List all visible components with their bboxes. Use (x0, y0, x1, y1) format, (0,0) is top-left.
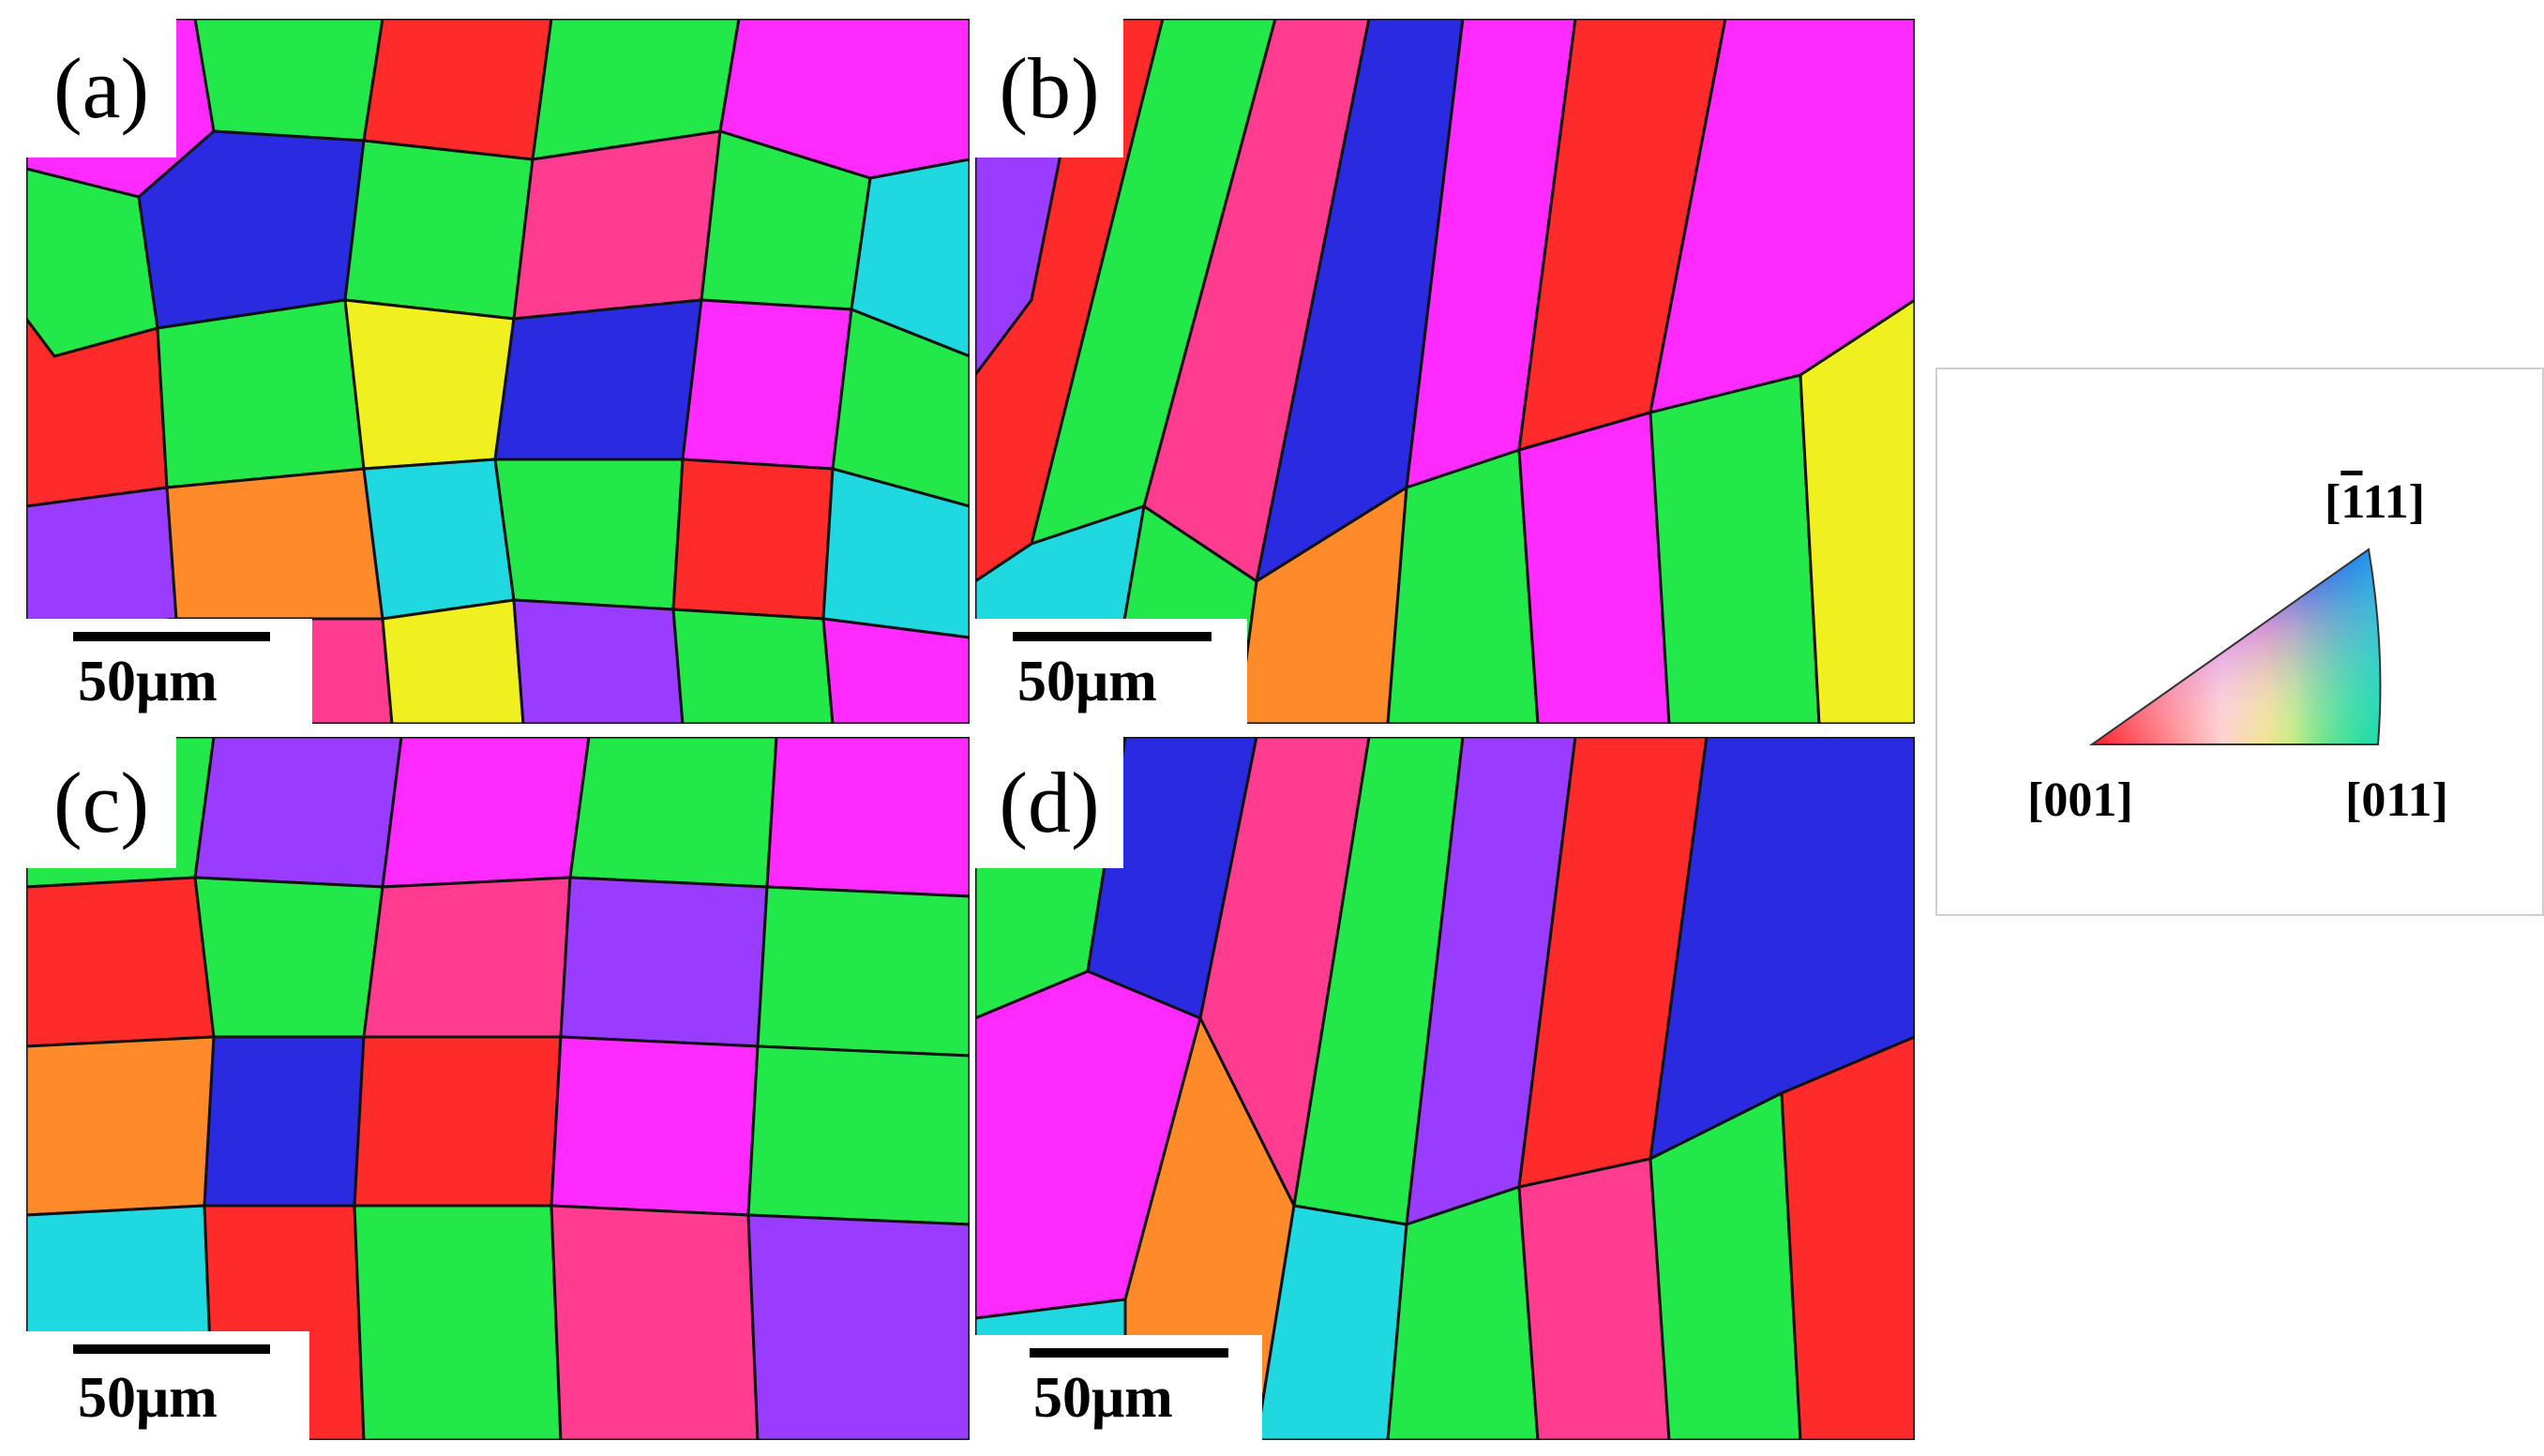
ipf-label-001: [001] (2027, 773, 2133, 827)
panel-label-box-c: (c) (26, 737, 176, 868)
ebsd-map-panel-d: (d) 50μm (975, 737, 1915, 1440)
ipf-label-111-suffix: 11] (2362, 475, 2425, 529)
scale-bar-box-c: 50μm (26, 1331, 309, 1440)
ebsd-map-panel-b: (b) 50μm (975, 19, 1915, 724)
scale-label-b: 50μm (1017, 650, 1157, 713)
scale-bar-box-a: 50μm (26, 619, 312, 724)
ipf-label-111-prefix: [ (2325, 475, 2341, 529)
ebsd-map-panel-a: (a) 50μm (26, 19, 970, 724)
ipf-color-key: [111] [001] [011] (1935, 368, 2544, 916)
ebsd-map-b-image (975, 19, 1915, 724)
ebsd-map-d-image (975, 737, 1915, 1440)
panel-label-a: (a) (53, 40, 150, 136)
ebsd-map-a-image (26, 19, 970, 724)
ipf-label-111: [111] (2325, 474, 2425, 530)
scale-label-a: 50μm (78, 650, 218, 713)
scale-label-d: 50μm (1033, 1366, 1173, 1430)
panel-label-b: (b) (999, 40, 1100, 136)
scale-bar-b (1013, 632, 1212, 641)
ipf-label-111-bar: 1 (2341, 475, 2363, 529)
ipf-triangle (2088, 548, 2382, 745)
panel-label-box-a: (a) (26, 19, 176, 158)
panel-label-c: (c) (53, 755, 150, 850)
scale-bar-a (73, 632, 270, 641)
scale-bar-c (73, 1344, 270, 1354)
panel-label-box-d: (d) (975, 737, 1123, 868)
panel-label-box-b: (b) (975, 19, 1123, 158)
ebsd-map-panel-c: (c) 50μm (26, 737, 970, 1440)
scale-bar-box-b: 50μm (975, 619, 1247, 724)
scale-bar-d (1030, 1348, 1228, 1358)
panel-label-d: (d) (999, 755, 1100, 850)
ipf-label-011: [011] (2345, 773, 2448, 827)
scale-label-c: 50μm (78, 1366, 218, 1430)
scale-bar-box-d: 50μm (975, 1335, 1262, 1440)
